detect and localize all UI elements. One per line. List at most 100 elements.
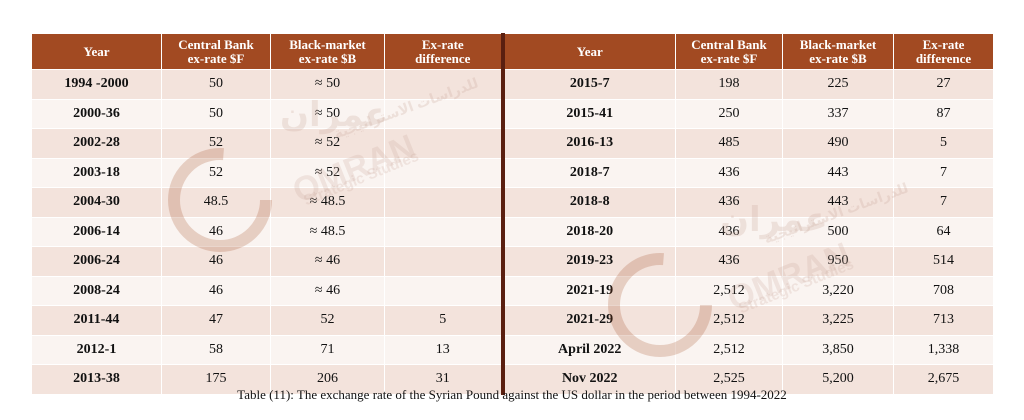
- table-caption: Table (11): The exchange rate of the Syr…: [237, 387, 787, 402]
- header-central-left: Central Bank ex-rate $F: [161, 33, 271, 70]
- rate-difference-cell: [384, 275, 503, 306]
- rate-difference-cell: 7: [893, 157, 994, 188]
- black-market-rate-cell: 500: [782, 216, 894, 247]
- year-cell: 2003-18: [31, 157, 162, 188]
- header-row: Year Central Bank ex-rate $F Black-market…: [31, 33, 994, 70]
- rate-difference-cell: 713: [893, 305, 994, 336]
- year-cell: 2013-38: [31, 364, 162, 395]
- black-market-rate-cell: 490: [782, 128, 894, 159]
- year-cell: 2000-36: [31, 98, 162, 129]
- table-row: 2008-24 46 ≈ 46 2021-19 2,512 3,220 708: [31, 275, 994, 306]
- rate-difference-cell: 1,338: [893, 334, 994, 365]
- rate-difference-cell: 64: [893, 216, 994, 247]
- rate-difference-cell: [384, 69, 503, 100]
- central-rate-cell: 436: [675, 246, 783, 277]
- rate-difference-cell: 5: [384, 305, 503, 336]
- table-row: 2003-18 52 ≈ 52 2018-7 436 443 7: [31, 157, 994, 188]
- black-market-rate-cell: 443: [782, 187, 894, 218]
- year-cell: 2015-7: [500, 69, 676, 100]
- year-cell: 2015-41: [500, 98, 676, 129]
- rate-difference-cell: 31: [384, 364, 503, 395]
- rate-difference-cell: 13: [384, 334, 503, 365]
- black-market-rate-cell: ≈ 52: [270, 157, 385, 188]
- table-row: 2000-36 50 ≈ 50 2015-41 250 337 87: [31, 98, 994, 129]
- rate-difference-cell: [384, 187, 503, 218]
- black-market-rate-cell: 3,225: [782, 305, 894, 336]
- rate-difference-cell: [384, 157, 503, 188]
- central-rate-cell: 436: [675, 216, 783, 247]
- central-rate-cell: 436: [675, 187, 783, 218]
- table-row: 2011-44 47 52 5 2021-29 2,512 3,225 713: [31, 305, 994, 336]
- black-market-rate-cell: 52: [270, 305, 385, 336]
- year-cell: 2006-14: [31, 216, 162, 247]
- header-year-left: Year: [31, 33, 162, 70]
- central-rate-cell: 2,512: [675, 334, 783, 365]
- table-row: 2013-38 175 206 31 Nov 2022 2,525 5,200 2,675: [31, 364, 994, 395]
- black-market-rate-cell: ≈ 52: [270, 128, 385, 159]
- black-market-rate-cell: 206: [270, 364, 385, 395]
- year-cell: 2021-19: [500, 275, 676, 306]
- black-market-rate-cell: 443: [782, 157, 894, 188]
- table-row: 2012-1 58 71 13 April 2022 2,512 3,850 1,338: [31, 334, 994, 365]
- year-cell: 2016-13: [500, 128, 676, 159]
- central-rate-cell: 52: [161, 128, 271, 159]
- central-rate-cell: 436: [675, 157, 783, 188]
- central-rate-cell: 2,525: [675, 364, 783, 395]
- black-market-rate-cell: 950: [782, 246, 894, 277]
- rate-difference-cell: 708: [893, 275, 994, 306]
- table-row: 2004-30 48.5 ≈ 48.5 2018-8 436 443 7: [31, 187, 994, 218]
- central-rate-cell: 46: [161, 216, 271, 247]
- central-rate-cell: 46: [161, 246, 271, 277]
- rate-difference-cell: 7: [893, 187, 994, 218]
- black-market-rate-cell: 3,850: [782, 334, 894, 365]
- header-diff-left: Ex-rate difference: [384, 33, 503, 70]
- rate-difference-cell: 27: [893, 69, 994, 100]
- central-rate-cell: 198: [675, 69, 783, 100]
- header-black-left: Black-market ex-rate $B: [270, 33, 385, 70]
- table-row: 2006-24 46 ≈ 46 2019-23 436 950 514: [31, 246, 994, 277]
- black-market-rate-cell: ≈ 50: [270, 69, 385, 100]
- year-cell: 2002-28: [31, 128, 162, 159]
- rate-difference-cell: [384, 246, 503, 277]
- black-market-rate-cell: 337: [782, 98, 894, 129]
- black-market-rate-cell: ≈ 48.5: [270, 216, 385, 247]
- year-cell: Nov 2022: [500, 364, 676, 395]
- year-cell: 1994 -2000: [31, 69, 162, 100]
- central-rate-cell: 250: [675, 98, 783, 129]
- central-rate-cell: 46: [161, 275, 271, 306]
- central-rate-cell: 52: [161, 157, 271, 188]
- rate-difference-cell: [384, 216, 503, 247]
- header-year-right: Year: [500, 33, 676, 70]
- year-cell: April 2022: [500, 334, 676, 365]
- black-market-rate-cell: ≈ 50: [270, 98, 385, 129]
- year-cell: 2008-24: [31, 275, 162, 306]
- year-cell: 2019-23: [500, 246, 676, 277]
- rate-difference-cell: 514: [893, 246, 994, 277]
- black-market-rate-cell: ≈ 46: [270, 246, 385, 277]
- rate-difference-cell: 87: [893, 98, 994, 129]
- table-row: 2002-28 52 ≈ 52 2016-13 485 490 5: [31, 128, 994, 159]
- exchange-rate-table-wrapper: Year Central Bank ex-rate $F Black-market…: [31, 33, 994, 395]
- rate-difference-cell: [384, 128, 503, 159]
- year-cell: 2018-20: [500, 216, 676, 247]
- year-cell: 2004-30: [31, 187, 162, 218]
- central-rate-cell: 485: [675, 128, 783, 159]
- year-cell: 2011-44: [31, 305, 162, 336]
- central-rate-cell: 50: [161, 69, 271, 100]
- year-cell: 2018-8: [500, 187, 676, 218]
- rate-difference-cell: [384, 98, 503, 129]
- year-cell: 2006-24: [31, 246, 162, 277]
- rate-difference-cell: 2,675: [893, 364, 994, 395]
- central-rate-cell: 47: [161, 305, 271, 336]
- central-rate-cell: 50: [161, 98, 271, 129]
- central-rate-cell: 2,512: [675, 305, 783, 336]
- black-market-rate-cell: 3,220: [782, 275, 894, 306]
- year-cell: 2012-1: [31, 334, 162, 365]
- year-cell: 2021-29: [500, 305, 676, 336]
- black-market-rate-cell: 71: [270, 334, 385, 365]
- table-row: 1994 -2000 50 ≈ 50 2015-7 198 225 27: [31, 69, 994, 100]
- header-central-right: Central Bank ex-rate $F: [675, 33, 783, 70]
- black-market-rate-cell: ≈ 46: [270, 275, 385, 306]
- black-market-rate-cell: 5,200: [782, 364, 894, 395]
- central-rate-cell: 58: [161, 334, 271, 365]
